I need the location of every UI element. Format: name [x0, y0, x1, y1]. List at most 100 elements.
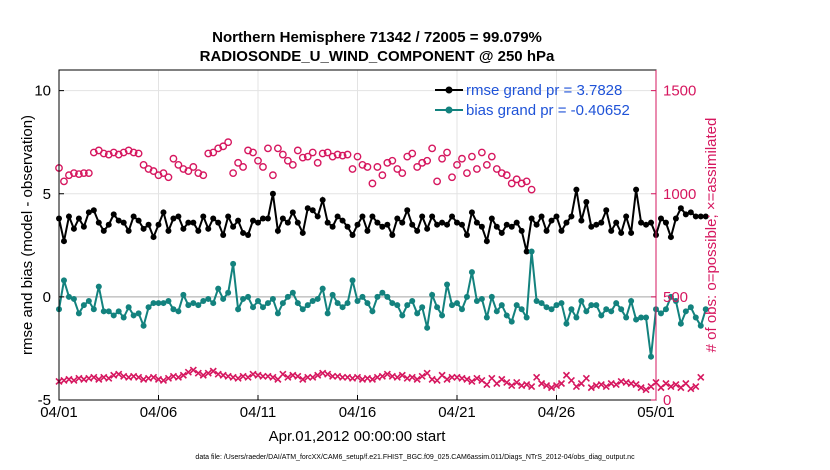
data-point — [424, 324, 431, 331]
data-point — [195, 302, 202, 309]
data-point — [523, 248, 530, 255]
data-point — [70, 295, 77, 302]
obs-possible-marker — [343, 150, 352, 159]
data-point — [533, 221, 540, 228]
obs-possible-marker — [60, 177, 68, 186]
obs-assimilated-marker — [632, 380, 640, 389]
data-point — [613, 219, 620, 226]
data-point — [329, 223, 336, 230]
data-point — [473, 298, 480, 304]
data-point — [85, 209, 92, 216]
data-point — [394, 302, 401, 309]
series-2 — [55, 138, 536, 194]
data-point — [140, 225, 147, 232]
data-point — [488, 293, 495, 300]
obs-assimilated-marker — [115, 370, 123, 378]
obs-assimilated-marker — [627, 379, 635, 388]
obs-assimilated-marker — [393, 373, 401, 381]
data-point — [294, 219, 301, 226]
data-point — [692, 314, 699, 321]
obs-possible-marker — [199, 171, 208, 180]
obs-possible-marker — [269, 171, 277, 180]
obs-assimilated-marker — [174, 373, 182, 381]
data-point — [294, 300, 301, 307]
data-point — [498, 229, 505, 236]
data-point — [523, 314, 530, 321]
data-point — [200, 298, 207, 304]
data-point — [200, 213, 207, 220]
data-point — [538, 213, 545, 220]
data-point — [478, 295, 485, 302]
data-point — [190, 300, 197, 307]
obs-possible-marker — [159, 169, 168, 178]
y-tick-label: -5 — [38, 392, 51, 409]
data-point — [319, 285, 326, 292]
data-point — [473, 219, 480, 226]
obs-possible-marker — [363, 163, 372, 171]
data-point — [633, 186, 640, 193]
data-point — [374, 293, 381, 300]
obs-possible-marker — [264, 144, 272, 153]
obs-assimilated-marker — [498, 375, 506, 383]
obs-possible-marker — [184, 167, 193, 175]
data-point — [458, 306, 465, 313]
data-point — [70, 225, 77, 232]
obs-assimilated-marker — [577, 379, 585, 388]
data-point — [578, 217, 585, 224]
y-right-tick-label: 1000 — [663, 186, 696, 203]
data-point — [130, 312, 137, 319]
obs-possible-marker — [164, 173, 173, 182]
data-point — [648, 353, 655, 360]
data-point — [75, 215, 82, 222]
obs-possible-marker — [308, 148, 317, 157]
data-point — [379, 289, 386, 296]
data-point — [205, 225, 212, 232]
y-axis-left: -5 0 5 10 — [34, 83, 64, 409]
obs-assimilated-marker — [100, 373, 108, 381]
y-tick-label: 10 — [34, 83, 51, 100]
series-3 — [55, 366, 705, 394]
data-point — [657, 310, 664, 317]
data-point — [120, 219, 127, 226]
data-point — [513, 302, 520, 309]
obs-assimilated-marker — [697, 373, 705, 381]
y-tick-label: 0 — [43, 289, 51, 306]
data-point — [508, 223, 515, 230]
obs-possible-marker — [318, 149, 327, 158]
series-1 — [56, 248, 709, 360]
obs-assimilated-marker — [279, 370, 287, 378]
obs-assimilated-marker — [184, 368, 192, 376]
data-point — [364, 300, 371, 307]
data-point — [667, 234, 674, 241]
obs-possible-marker — [278, 150, 287, 159]
y-right-tick-label: 500 — [663, 289, 688, 306]
obs-assimilated-marker — [239, 372, 247, 380]
obs-assimilated-marker — [204, 369, 212, 377]
obs-possible-marker — [323, 148, 332, 157]
data-point — [643, 221, 650, 228]
data-point — [558, 227, 565, 234]
data-point — [359, 293, 366, 300]
data-point — [344, 300, 351, 307]
data-point — [175, 213, 182, 220]
data-point — [419, 304, 426, 311]
obs-assimilated-marker — [234, 374, 242, 382]
data-point — [434, 221, 441, 228]
obs-assimilated-marker — [140, 375, 148, 383]
obs-possible-marker — [139, 160, 148, 169]
obs-assimilated-marker — [483, 380, 491, 389]
data-point — [349, 277, 356, 284]
obs-possible-marker — [293, 146, 302, 155]
data-point — [304, 302, 311, 309]
obs-assimilated-marker — [130, 372, 138, 380]
obs-assimilated-marker — [523, 380, 531, 389]
obs-assimilated-marker — [488, 374, 496, 382]
obs-assimilated-marker — [398, 371, 406, 379]
data-point — [543, 227, 550, 234]
data-point — [100, 308, 107, 315]
data-point — [623, 314, 630, 321]
data-point — [319, 196, 326, 203]
obs-assimilated-marker — [682, 379, 690, 388]
data-point — [344, 223, 351, 230]
data-point — [299, 306, 306, 313]
